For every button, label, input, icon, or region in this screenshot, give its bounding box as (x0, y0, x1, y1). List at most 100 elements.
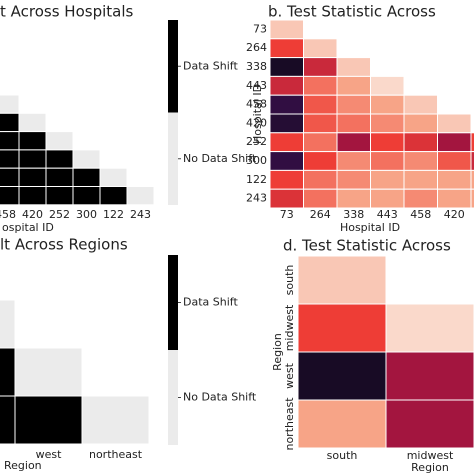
x-tick-label: 300 (76, 208, 97, 221)
heatmap-cell (385, 351, 474, 401)
y-tick-label: 252 (246, 135, 267, 148)
heatmap-cell (0, 299, 16, 349)
heatmap-cell (99, 167, 128, 187)
heatmap-cell (0, 149, 20, 169)
heatmap-cell (269, 38, 304, 59)
chart-title: lt Across Regions (0, 236, 128, 254)
chart-title: t Across Hospitals (0, 3, 134, 21)
heatmap-cell (297, 351, 387, 401)
heatmap-cell (385, 303, 474, 353)
heatmap-cell (403, 132, 438, 153)
y-tick-label: 243 (246, 192, 267, 205)
heatmap-cell (303, 57, 338, 77)
heatmap-cell (269, 57, 304, 77)
heatmap-cell (370, 169, 405, 190)
heatmap-cell (45, 131, 74, 151)
colorbar-segment (168, 20, 178, 113)
colorbar-label: No Data Shift (183, 152, 257, 165)
colorbar-segment (168, 350, 178, 445)
y-tick-label: west (283, 362, 296, 388)
heatmap-cell (370, 188, 405, 209)
heatmap-cell (303, 38, 338, 59)
x-tick-label: 243 (130, 208, 151, 221)
heatmap-cell (297, 255, 387, 305)
heatmap-cell (470, 169, 474, 190)
heatmap-cell (269, 188, 304, 209)
colorbar-label: Data Shift (183, 296, 238, 309)
heatmap-cell (45, 167, 74, 187)
heatmap-cell (403, 169, 438, 190)
heatmap-cell (0, 94, 20, 114)
heatmap-cell (14, 395, 83, 445)
heatmap-cell (269, 113, 304, 134)
heatmap-cell (437, 113, 472, 134)
y-tick-label: 300 (246, 154, 267, 167)
heatmap-cell (99, 186, 128, 206)
heatmap-cell (303, 169, 338, 190)
heatmap-cell (269, 169, 304, 190)
heatmap-cell (336, 57, 371, 77)
heatmap-cell (297, 399, 387, 449)
x-tick-label: 73 (280, 208, 294, 221)
y-tick-label: south (283, 265, 296, 296)
colorbar-segment (168, 255, 178, 350)
heatmap-cell (0, 167, 20, 187)
y-tick-label: 420 (246, 116, 267, 129)
heatmap-cell (403, 94, 438, 115)
x-tick-label: 420 (444, 208, 465, 221)
y-tick-label: 443 (246, 79, 267, 92)
x-axis-label: Hospital ID (340, 221, 400, 234)
y-tick-label: 458 (246, 98, 267, 111)
x-tick-label: 458 (410, 208, 431, 221)
heatmap-cell (370, 132, 405, 153)
heatmap-cell (18, 186, 47, 206)
heatmap-cell (437, 188, 472, 209)
heatmap-cell (303, 188, 338, 209)
heatmap-cell (269, 132, 304, 153)
heatmap-cell (81, 395, 150, 445)
x-tick-label: midwest (407, 449, 454, 462)
colorbar-segment (168, 112, 178, 205)
x-tick-label: 122 (103, 208, 124, 221)
heatmap-cell (45, 149, 74, 169)
y-tick-label: 73 (253, 22, 267, 35)
y-axis-label: Region (271, 333, 284, 371)
heatmap-cell (18, 112, 47, 133)
heatmap-cell (126, 186, 155, 206)
y-tick-label: 264 (246, 41, 267, 54)
heatmap-cell (303, 75, 338, 96)
heatmap-cell (370, 113, 405, 134)
heatmap-cell (385, 399, 474, 449)
y-axis-label: Hospital ID (251, 84, 264, 144)
colorbar-label: No Data Shift (183, 391, 257, 404)
heatmap-cell (0, 131, 20, 151)
heatmap-cell (269, 19, 304, 40)
heatmap-cell (18, 149, 47, 169)
heatmap-cell (269, 94, 304, 115)
heatmap-cell (18, 167, 47, 187)
heatmap-cell (18, 131, 47, 151)
x-tick-label: 252 (49, 208, 70, 221)
y-tick-label: 122 (246, 173, 267, 186)
x-tick-label: 458 (0, 208, 16, 221)
heatmap-cell (72, 149, 101, 169)
x-tick-label: 264 (310, 208, 331, 221)
heatmap-cell (14, 347, 83, 397)
heatmap-cell (45, 186, 74, 206)
heatmap-cell (370, 94, 405, 115)
heatmap-cell (0, 112, 20, 133)
heatmap-cell (336, 75, 371, 96)
colorbar-label: Data Shift (183, 59, 238, 72)
heatmap-cell (403, 113, 438, 134)
heatmap-cell (72, 167, 101, 187)
heatmap-cell (336, 132, 371, 153)
heatmap-cell (470, 188, 474, 209)
heatmap-cell (470, 132, 474, 153)
heatmap-cell (303, 113, 338, 134)
heatmap-cell (336, 169, 371, 190)
heatmap-cell (303, 151, 338, 171)
x-tick-label: 443 (377, 208, 398, 221)
heatmap-cell (0, 186, 20, 206)
chart-title: d. Test Statistic Across (283, 237, 451, 255)
